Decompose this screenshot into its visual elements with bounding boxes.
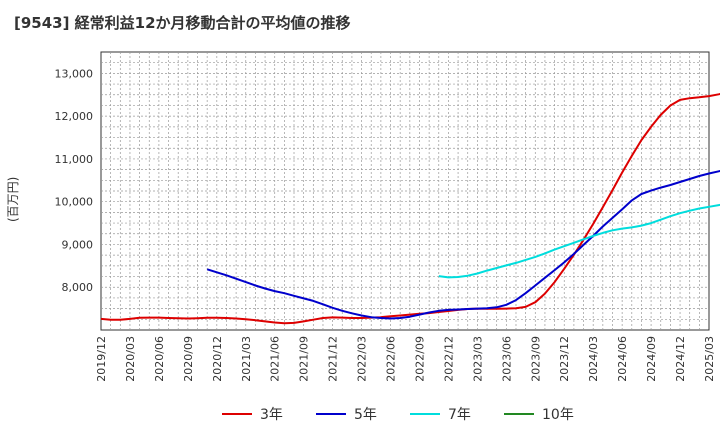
legend-item-7y: 7年	[410, 402, 471, 426]
x-tick-label: 2020/03	[124, 336, 137, 382]
legend-item-10y: 10年	[504, 402, 574, 426]
legend-item-5y: 5年	[316, 402, 377, 426]
line-chart-plot: 8,000 9,000 10,000 11,000 12,000 13,000 2019/…	[55, 51, 720, 382]
legend-item-3y: 3年	[222, 402, 283, 426]
legend-label-7y: 7年	[448, 407, 471, 423]
x-tick-label: 2020/06	[153, 336, 166, 382]
legend-swatch-7y	[410, 413, 440, 415]
x-tick-label: 2022/06	[385, 336, 398, 382]
x-tick-label: 2023/06	[500, 336, 513, 382]
x-tick-label: 2023/03	[471, 336, 484, 382]
x-tick-label: 2020/09	[182, 336, 195, 382]
chart-legend: 3年 5年 7年 10年	[0, 402, 720, 426]
y-tick-label: 9,000	[62, 238, 94, 251]
y-tick-label: 10,000	[55, 196, 94, 209]
x-tick-label: 2020/12	[211, 336, 224, 382]
chart-title: [9543] 経常利益12か月移動合計の平均値の推移	[14, 14, 351, 32]
y-tick-label: 11,000	[55, 153, 94, 166]
y-tick-label: 13,000	[55, 67, 94, 80]
x-tick-label: 2025/03	[703, 336, 716, 382]
x-tick-label: 2022/12	[442, 336, 455, 382]
x-tick-label: 2023/12	[558, 336, 571, 382]
x-tick-labels: 2019/12 2020/03 2020/06 2020/09 2020/12 2021/…	[95, 336, 716, 382]
legend-label-3y: 3年	[260, 407, 283, 423]
x-tick-label: 2024/06	[616, 336, 629, 382]
legend-label-5y: 5年	[354, 407, 377, 423]
series-line-0	[100, 92, 720, 325]
series-line-2	[438, 203, 720, 279]
grid-lines	[101, 52, 709, 330]
legend-swatch-10y	[504, 413, 534, 415]
series-lines	[100, 92, 720, 325]
x-tick-label: 2021/12	[327, 336, 340, 382]
y-tick-label: 8,000	[62, 281, 94, 294]
y-tick-label: 12,000	[55, 110, 94, 123]
legend-label-10y: 10年	[542, 407, 574, 423]
x-tick-label: 2021/09	[298, 336, 311, 382]
x-tick-label: 2022/09	[413, 336, 426, 382]
x-tick-label: 2023/09	[529, 336, 542, 382]
x-tick-label: 2019/12	[95, 336, 108, 382]
x-tick-label: 2024/09	[645, 336, 658, 382]
legend-swatch-3y	[222, 413, 252, 415]
x-tick-label: 2021/03	[240, 336, 253, 382]
x-tick-label: 2022/03	[356, 336, 369, 382]
y-tick-labels: 8,000 9,000 10,000 11,000 12,000 13,000	[55, 67, 94, 294]
series-line-1	[206, 169, 720, 320]
legend-swatch-5y	[316, 413, 346, 415]
x-tick-label: 2021/06	[269, 336, 282, 382]
x-tick-label: 2024/03	[587, 336, 600, 382]
x-tick-label: 2024/12	[674, 336, 687, 382]
